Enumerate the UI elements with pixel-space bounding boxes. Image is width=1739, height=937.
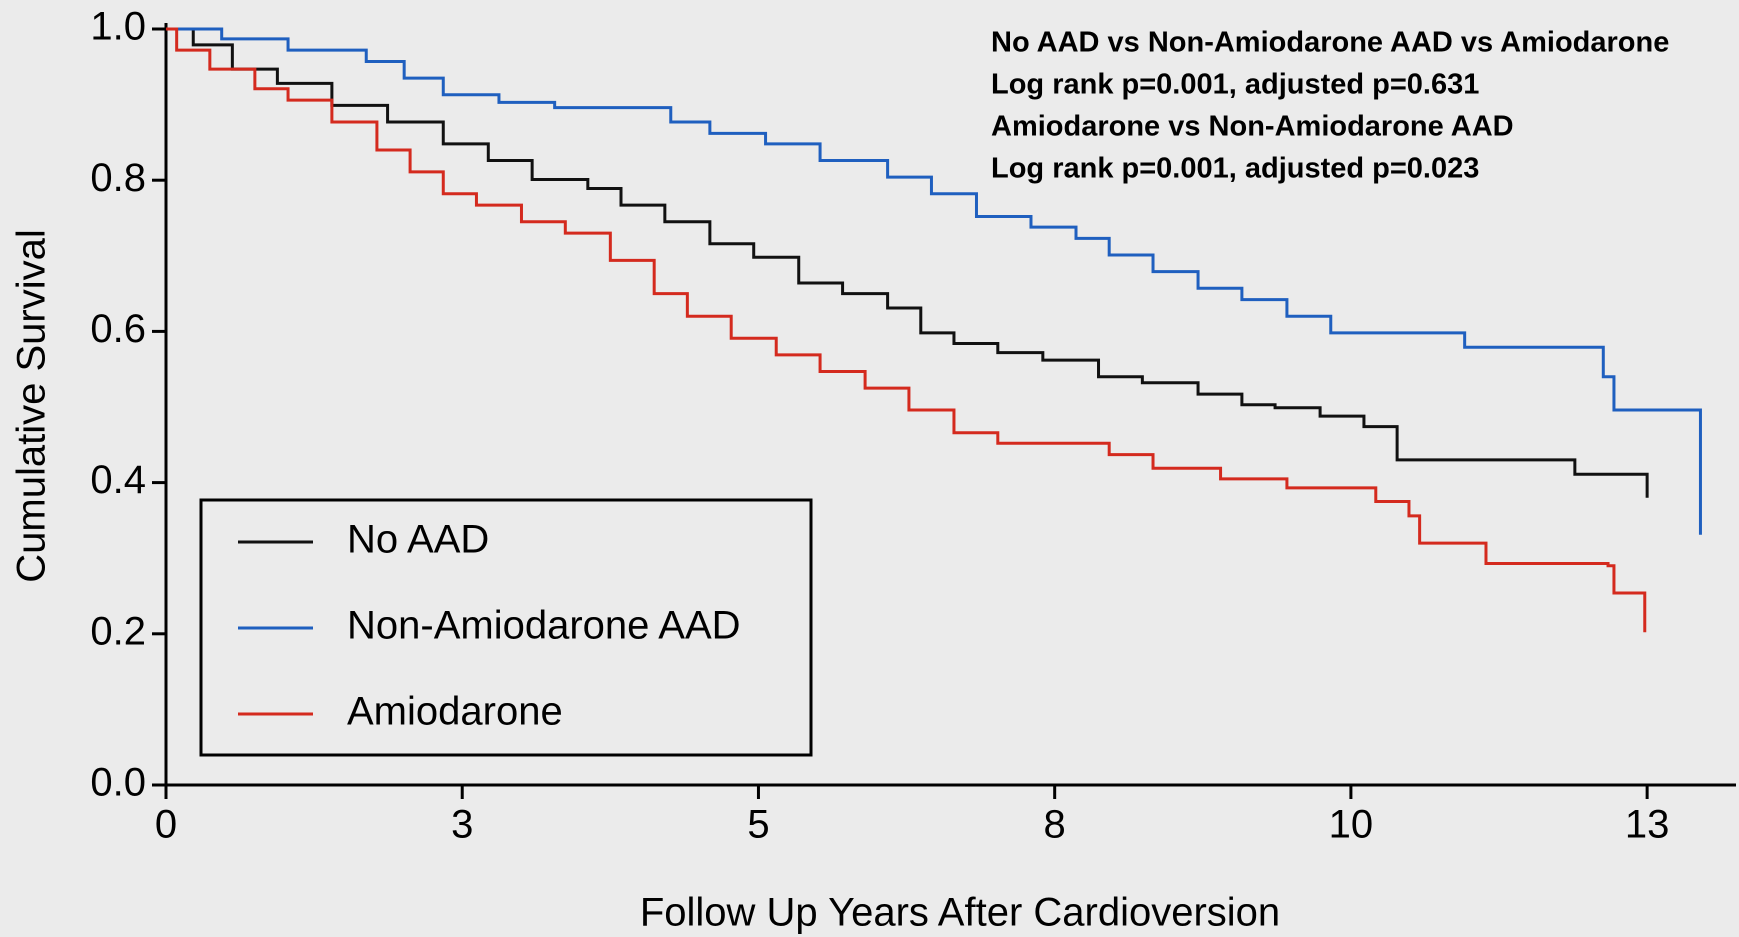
y-tick-label: 1.0 (90, 5, 146, 49)
x-tick-label: 8 (1044, 803, 1066, 847)
annotation: Amiodarone vs Non-Amiodarone AAD (991, 111, 1514, 143)
x-tick-label: 3 (451, 803, 473, 847)
survival-curve (166, 27, 1649, 498)
legend-box (199, 498, 813, 757)
legend-label: Amiodarone (347, 690, 563, 734)
y-tick-label: 0.0 (90, 761, 146, 805)
x-tick-label: 10 (1329, 803, 1374, 847)
legend-label: No AAD (347, 518, 489, 562)
x-axis-label: Follow Up Years After Cardioversion (640, 891, 1280, 935)
legend-label: Non-Amiodarone AAD (347, 604, 741, 648)
annotation: No AAD vs Non-Amiodarone AAD vs Amiodaro… (991, 27, 1669, 59)
x-tick-label: 5 (747, 803, 769, 847)
y-tick-label: 0.6 (90, 307, 146, 351)
survival-curve (166, 27, 1647, 633)
annotation: Log rank p=0.001, adjusted p=0.023 (991, 153, 1479, 185)
y-axis-label: Cumulative Survival (10, 229, 54, 582)
y-tick-label: 0.2 (90, 609, 146, 653)
y-tick-label: 0.8 (90, 156, 146, 200)
survival-curve (166, 27, 1702, 535)
x-tick-label: 13 (1625, 803, 1670, 847)
x-tick-label: 0 (155, 803, 177, 847)
annotation: Log rank p=0.001, adjusted p=0.631 (991, 69, 1479, 101)
y-tick-label: 0.4 (90, 458, 146, 502)
